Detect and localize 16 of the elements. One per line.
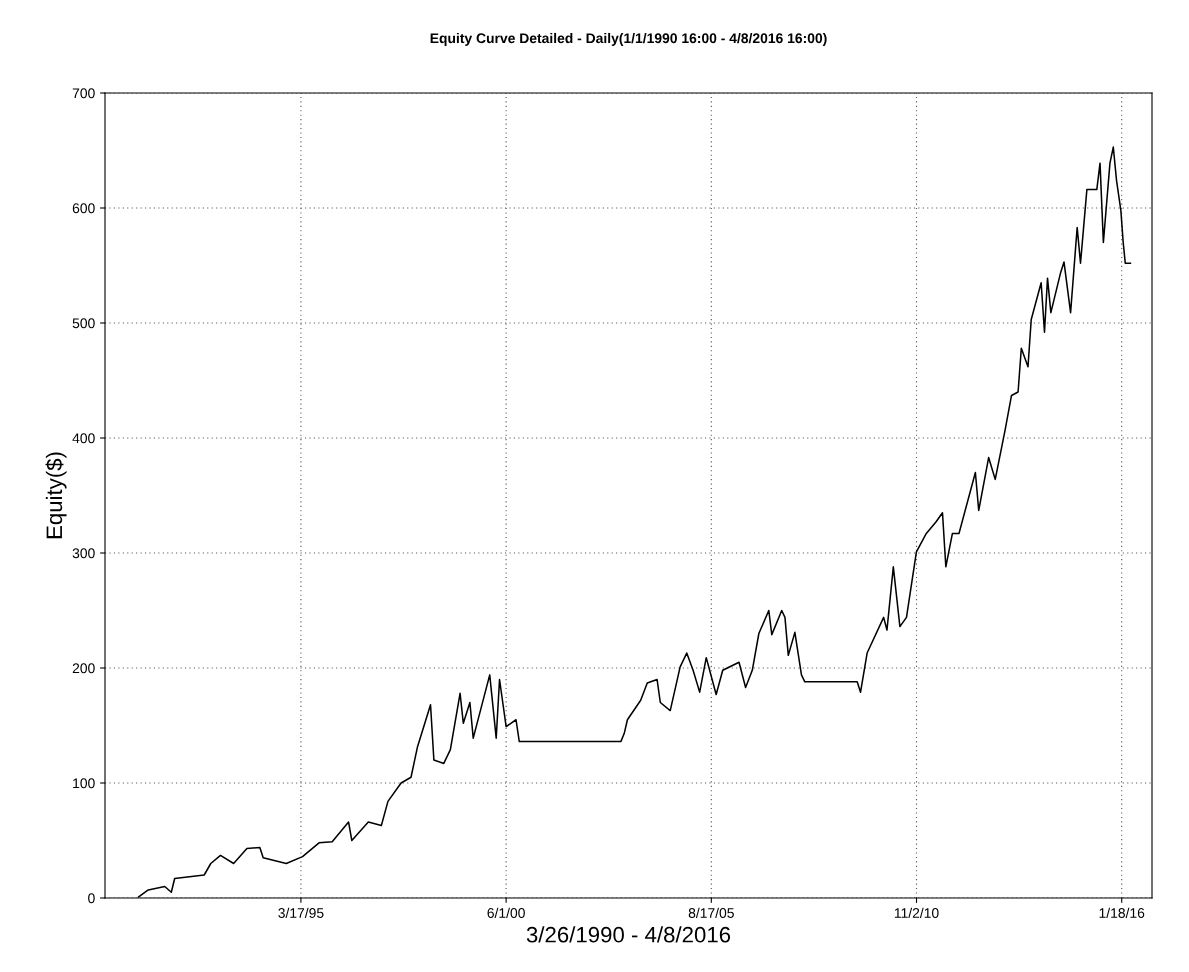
chart-title: Equity Curve Detailed - Daily(1/1/1990 16:00 - 4/8/2016 16:00) xyxy=(430,32,827,46)
x-axis-title: 3/26/1990 - 4/8/2016 xyxy=(526,926,731,943)
y-tick-label: 600 xyxy=(72,203,95,214)
y-tick-label: 0 xyxy=(88,893,95,904)
x-tick-label: 1/18/16 xyxy=(1099,907,1145,918)
y-tick-label: 300 xyxy=(72,548,95,559)
x-tick-label: 8/17/05 xyxy=(688,907,734,918)
y-tick-label: 200 xyxy=(72,663,95,674)
y-tick-label: 700 xyxy=(72,88,95,99)
x-tick-label: 11/2/10 xyxy=(894,907,939,918)
y-tick-label: 100 xyxy=(73,778,95,789)
y-axis-title: Equity($) xyxy=(45,452,67,539)
x-tick-label: 3/17/95 xyxy=(278,907,324,918)
x-tick-label: 6/1/00 xyxy=(487,907,525,918)
y-tick-label: 500 xyxy=(72,318,95,329)
y-tick-label: 400 xyxy=(72,433,95,444)
